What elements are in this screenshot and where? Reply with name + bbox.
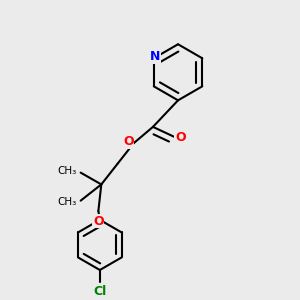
Text: Cl: Cl [93, 285, 106, 298]
Text: CH₃: CH₃ [58, 166, 77, 176]
Text: N: N [150, 50, 160, 63]
Text: O: O [175, 131, 186, 144]
Text: O: O [93, 214, 104, 227]
Text: O: O [123, 135, 134, 148]
Text: CH₃: CH₃ [58, 197, 77, 207]
